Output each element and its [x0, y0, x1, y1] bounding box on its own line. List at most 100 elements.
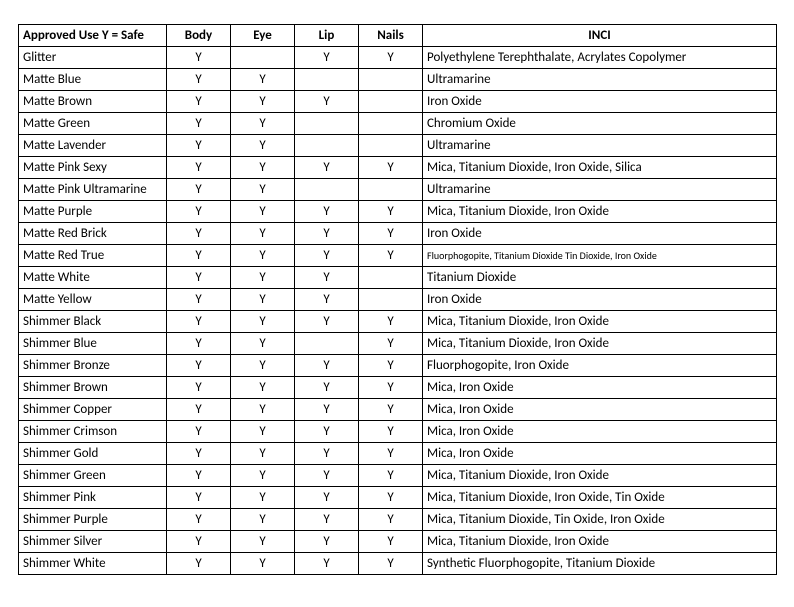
cell-body: Y: [167, 267, 231, 289]
cell-name: Shimmer Silver: [19, 531, 167, 553]
cell-inci: Chromium Oxide: [423, 113, 777, 135]
cell-name: Matte Pink Sexy: [19, 157, 167, 179]
table-row: Matte BlueYYUltramarine: [19, 69, 777, 91]
cell-inci: Iron Oxide: [423, 223, 777, 245]
table-body: GlitterYYYPolyethylene Terephthalate, Ac…: [19, 47, 777, 575]
cell-inci: Mica, Titanium Dioxide, Tin Oxide, Iron …: [423, 509, 777, 531]
cell-nails: Y: [359, 399, 423, 421]
cell-inci: Mica, Titanium Dioxide, Iron Oxide: [423, 465, 777, 487]
cell-eye: Y: [231, 509, 295, 531]
cell-name: Shimmer Green: [19, 465, 167, 487]
cell-inci: Polyethylene Terephthalate, Acrylates Co…: [423, 47, 777, 69]
cell-body: Y: [167, 333, 231, 355]
cell-body: Y: [167, 553, 231, 575]
cell-nails: Y: [359, 245, 423, 267]
cell-eye: Y: [231, 179, 295, 201]
table-row: Matte YellowYYYIron Oxide: [19, 289, 777, 311]
cell-nails: Y: [359, 421, 423, 443]
cell-inci: Mica, Titanium Dioxide, Iron Oxide, Tin …: [423, 487, 777, 509]
cell-lip: [295, 113, 359, 135]
cell-inci: Mica, Titanium Dioxide, Iron Oxide: [423, 531, 777, 553]
cell-lip: Y: [295, 553, 359, 575]
cell-eye: Y: [231, 465, 295, 487]
cell-eye: Y: [231, 113, 295, 135]
cell-lip: [295, 179, 359, 201]
table-row: Shimmer CopperYYYYMica, Iron Oxide: [19, 399, 777, 421]
table-header-row: Approved Use Y = Safe Body Eye Lip Nails…: [19, 25, 777, 47]
cell-eye: Y: [231, 267, 295, 289]
cell-eye: Y: [231, 399, 295, 421]
cell-name: Shimmer Gold: [19, 443, 167, 465]
cell-eye: Y: [231, 421, 295, 443]
cell-inci: Mica, Titanium Dioxide, Iron Oxide, Sili…: [423, 157, 777, 179]
table-row: Shimmer GreenYYYYMica, Titanium Dioxide,…: [19, 465, 777, 487]
cell-nails: [359, 289, 423, 311]
cell-name: Shimmer White: [19, 553, 167, 575]
cell-inci: Ultramarine: [423, 179, 777, 201]
cell-body: Y: [167, 421, 231, 443]
cell-nails: Y: [359, 223, 423, 245]
cell-eye: Y: [231, 245, 295, 267]
cell-eye: Y: [231, 355, 295, 377]
cell-nails: [359, 179, 423, 201]
cell-name: Matte Blue: [19, 69, 167, 91]
table-row: Shimmer BlueYYYMica, Titanium Dioxide, I…: [19, 333, 777, 355]
cell-name: Matte White: [19, 267, 167, 289]
cell-lip: Y: [295, 443, 359, 465]
cell-body: Y: [167, 245, 231, 267]
cell-lip: Y: [295, 421, 359, 443]
table-row: Matte Pink UltramarineYYUltramarine: [19, 179, 777, 201]
cell-nails: Y: [359, 311, 423, 333]
cell-eye: Y: [231, 311, 295, 333]
cell-nails: [359, 135, 423, 157]
cell-lip: Y: [295, 157, 359, 179]
table-row: Matte BrownYYYIron Oxide: [19, 91, 777, 113]
cell-eye: [231, 47, 295, 69]
cell-lip: [295, 69, 359, 91]
cell-body: Y: [167, 69, 231, 91]
cell-name: Matte Red Brick: [19, 223, 167, 245]
cell-body: Y: [167, 443, 231, 465]
col-header-nails: Nails: [359, 25, 423, 47]
cell-body: Y: [167, 487, 231, 509]
cell-lip: [295, 135, 359, 157]
cell-eye: Y: [231, 135, 295, 157]
cell-name: Shimmer Black: [19, 311, 167, 333]
cell-lip: Y: [295, 91, 359, 113]
cell-name: Matte Yellow: [19, 289, 167, 311]
cell-body: Y: [167, 289, 231, 311]
table-row: Matte Red BrickYYYYIron Oxide: [19, 223, 777, 245]
cell-nails: Y: [359, 377, 423, 399]
cell-nails: [359, 113, 423, 135]
cell-inci: Synthetic Fluorphogopite, Titanium Dioxi…: [423, 553, 777, 575]
cell-nails: [359, 91, 423, 113]
cell-body: Y: [167, 399, 231, 421]
cell-lip: [295, 333, 359, 355]
cell-lip: Y: [295, 245, 359, 267]
cell-name: Shimmer Purple: [19, 509, 167, 531]
cell-nails: [359, 69, 423, 91]
table-row: Matte Red TrueYYYYFluorphogopite, Titani…: [19, 245, 777, 267]
cell-nails: Y: [359, 553, 423, 575]
cell-eye: Y: [231, 91, 295, 113]
cell-lip: Y: [295, 311, 359, 333]
cell-eye: Y: [231, 69, 295, 91]
cell-nails: [359, 267, 423, 289]
table-row: Shimmer PinkYYYYMica, Titanium Dioxide, …: [19, 487, 777, 509]
cell-inci: Fluorphogopite, Titanium Dioxide Tin Dio…: [423, 245, 777, 267]
cell-body: Y: [167, 201, 231, 223]
cell-name: Matte Pink Ultramarine: [19, 179, 167, 201]
cell-eye: Y: [231, 443, 295, 465]
cell-eye: Y: [231, 223, 295, 245]
cell-body: Y: [167, 157, 231, 179]
cell-eye: Y: [231, 333, 295, 355]
col-header-lip: Lip: [295, 25, 359, 47]
col-header-name: Approved Use Y = Safe: [19, 25, 167, 47]
cell-lip: Y: [295, 399, 359, 421]
cell-nails: Y: [359, 355, 423, 377]
cell-nails: Y: [359, 465, 423, 487]
cell-body: Y: [167, 47, 231, 69]
cell-inci: Titanium Dioxide: [423, 267, 777, 289]
cell-lip: Y: [295, 355, 359, 377]
cell-eye: Y: [231, 487, 295, 509]
